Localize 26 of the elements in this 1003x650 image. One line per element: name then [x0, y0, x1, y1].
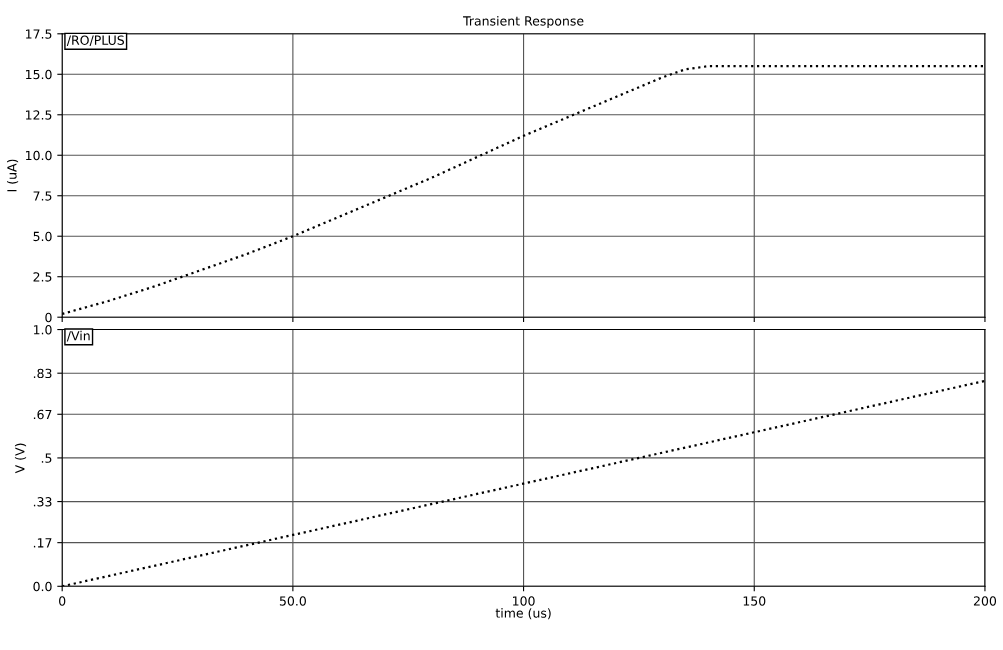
y-tick-label: .33	[33, 497, 52, 507]
y-tick-label: 0	[45, 312, 52, 323]
text: /RO/PLUS	[66, 35, 125, 46]
y-tick-label: 5.0	[33, 231, 52, 242]
y-tick-label: 0.0	[33, 581, 52, 592]
x-tick-label: 150	[743, 596, 766, 606]
y-tick-label: 10.0	[26, 150, 52, 161]
x-axis-title: time (us)	[495, 608, 551, 620]
y-tick-label: 2.5	[33, 272, 52, 282]
y-tick-label: 15.0	[26, 69, 52, 80]
y-tick-label: 7.5	[33, 191, 52, 201]
x-tick-label: 100	[513, 596, 535, 606]
y-tick-label: .67	[33, 409, 52, 420]
text: /Vin	[66, 330, 90, 342]
x-tick-label: 50.0	[279, 596, 306, 606]
chart-title: Transient Response	[463, 15, 584, 29]
y-tick-label: .17	[33, 538, 52, 548]
y-tick-label: .5	[41, 453, 52, 463]
y-axis-title: V (V)	[14, 443, 27, 474]
x-tick-label: 200	[973, 596, 997, 606]
y-tick-label: 1.0	[33, 325, 52, 335]
y-tick-label: .83	[33, 368, 52, 379]
y-tick-label: 17.5	[26, 29, 52, 39]
y-axis-title: I (uA)	[6, 159, 19, 192]
x-tick-label: 0	[59, 596, 66, 606]
y-tick-label: 12.5	[26, 110, 52, 120]
